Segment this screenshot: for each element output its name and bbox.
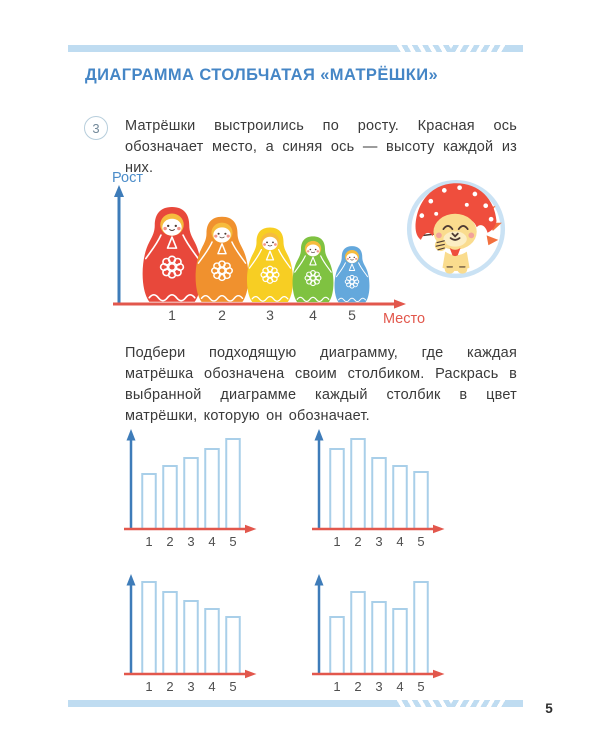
header-decor-band <box>68 45 523 52</box>
bar-place-5 <box>225 616 241 675</box>
tick-label: 1 <box>145 534 152 549</box>
tick-label: 2 <box>166 534 173 549</box>
page-title: ДИАГРАММА СТОЛБЧАТАЯ «МАТРЁШКИ» <box>85 66 439 84</box>
x-axis-ticks: 1 2 3 4 5 <box>168 307 356 323</box>
exercise-intro-text: Матрёшки выстроились по росту. Красная о… <box>125 118 517 176</box>
tick-label: 3 <box>375 679 382 694</box>
matryoshka-orange <box>194 216 250 303</box>
footer-decor-band <box>68 700 523 707</box>
x-axis-arrow-icon <box>245 669 257 679</box>
tick-label: 2 <box>354 534 361 549</box>
tick-label: 5 <box>348 307 356 323</box>
bar-place-5 <box>225 438 241 530</box>
matryoshka-red <box>141 206 203 303</box>
tick-label: 2 <box>354 679 361 694</box>
tick-label: 3 <box>375 534 382 549</box>
y-axis-label: Рост <box>112 170 143 186</box>
bar-place-4 <box>204 608 220 675</box>
tick-label: 1 <box>333 534 340 549</box>
chevron-pattern <box>395 700 507 707</box>
tick-label: 4 <box>208 679 215 694</box>
tick-label: 1 <box>333 679 340 694</box>
face-icon <box>442 225 469 241</box>
bar-place-5 <box>413 471 429 530</box>
tick-label: 5 <box>417 679 424 694</box>
x-axis-arrow-icon <box>394 299 406 309</box>
bar-place-2 <box>350 591 366 675</box>
polka-dots <box>419 185 494 222</box>
tick-label: 2 <box>166 679 173 694</box>
tick-label: 1 <box>145 679 152 694</box>
exercise-number-badge: 3 <box>84 116 108 140</box>
bar-place-2 <box>162 465 178 530</box>
y-axis-arrow-icon <box>114 185 124 197</box>
bar-place-4 <box>392 465 408 530</box>
matryoshka-blue <box>334 245 370 303</box>
bar-place-1 <box>141 581 157 675</box>
tick-label: 2 <box>218 307 226 323</box>
chevron-pattern <box>395 45 507 52</box>
tick-label: 5 <box>229 534 236 549</box>
matryoshka-pictogram-chart: Рост 1 2 3 4 5 Место <box>112 170 425 327</box>
x-axis-arrow-icon <box>433 524 445 534</box>
matryoshka-yellow <box>246 226 294 303</box>
tick-label: 5 <box>417 534 424 549</box>
tick-label: 5 <box>229 679 236 694</box>
x-axis-arrow-icon <box>433 669 445 679</box>
bar-place-2 <box>162 591 178 675</box>
x-axis-label: Место <box>383 311 425 327</box>
scarf-knot <box>449 248 461 257</box>
doll-layer <box>141 206 370 303</box>
lion-mascot <box>406 180 506 279</box>
tick-label: 4 <box>309 307 317 323</box>
y-axis-arrow-icon <box>126 574 136 586</box>
tick-label: 1 <box>168 307 176 323</box>
y-axis-arrow-icon <box>126 429 136 441</box>
y-axis-arrow-icon <box>314 574 324 586</box>
bar-place-4 <box>392 608 408 675</box>
tick-label: 4 <box>396 534 403 549</box>
feet-icon <box>444 265 468 274</box>
tick-label: 3 <box>266 307 274 323</box>
bar-place-3 <box>371 457 387 530</box>
paw-icon <box>434 239 447 252</box>
bar-place-3 <box>371 601 387 675</box>
exercise-task-text: Подбери подходящую диаграмму, где каждая… <box>125 345 517 424</box>
matryoshka-green <box>291 235 335 303</box>
tick-label: 4 <box>396 679 403 694</box>
bar-place-1 <box>329 616 345 675</box>
tick-label: 4 <box>208 534 215 549</box>
bar-place-1 <box>329 448 345 530</box>
x-axis-arrow-icon <box>245 524 257 534</box>
y-axis-arrow-icon <box>314 429 324 441</box>
tick-label: 3 <box>187 534 194 549</box>
bar-place-3 <box>183 457 199 530</box>
bar-place-3 <box>183 600 199 675</box>
tick-label: 3 <box>187 679 194 694</box>
page-number: 5 <box>545 701 553 716</box>
bar-place-4 <box>204 448 220 530</box>
bar-place-2 <box>350 438 366 530</box>
bar-place-5 <box>413 581 429 675</box>
bar-place-1 <box>141 473 157 530</box>
